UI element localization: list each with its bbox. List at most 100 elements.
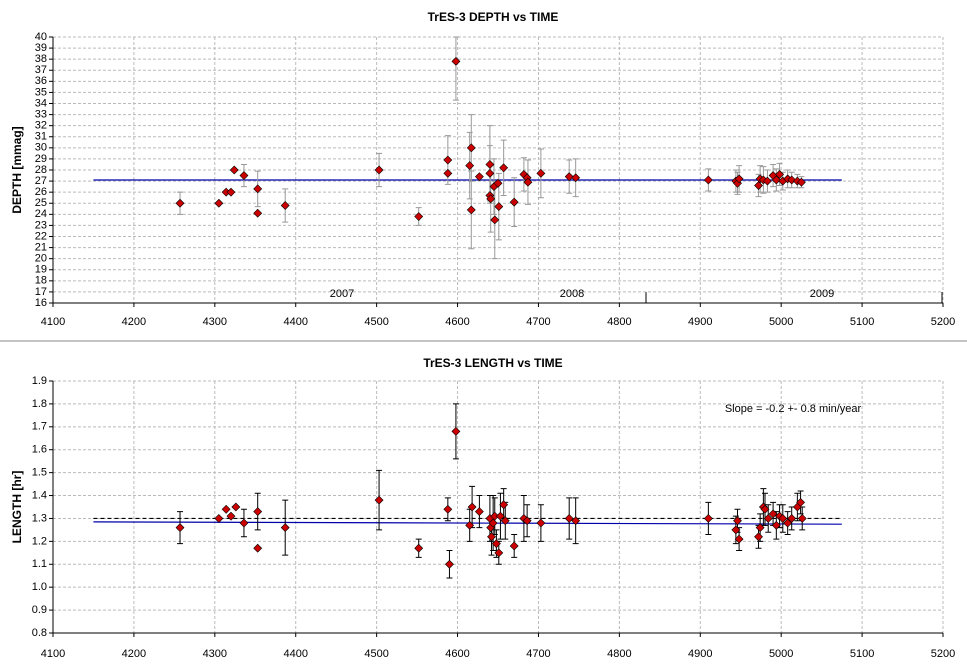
y-tick-label: 36 (35, 75, 47, 87)
point (493, 178, 503, 188)
point (485, 168, 495, 178)
point (239, 171, 249, 180)
point (509, 197, 519, 207)
point (221, 504, 231, 514)
point (414, 543, 424, 553)
point (214, 514, 224, 523)
point (488, 518, 498, 528)
point (451, 56, 461, 66)
point (494, 202, 504, 211)
point (465, 520, 475, 530)
y-tick-label: 1.6 (32, 444, 47, 456)
point (231, 502, 241, 512)
point (500, 516, 510, 526)
point (536, 518, 546, 528)
point (491, 539, 501, 549)
y-tick-label: 30 (35, 142, 47, 154)
y-tick-label: 19 (35, 264, 47, 276)
annotation: Slope = -0.2 +- 0.8 min/year (725, 403, 862, 415)
point (787, 514, 797, 523)
y-tick-label: 28 (35, 164, 47, 176)
x-tick-label: 4800 (607, 316, 631, 328)
point (280, 201, 290, 210)
x-tick-label: 5200 (931, 648, 955, 660)
point (731, 525, 741, 535)
point (496, 511, 505, 521)
point (771, 175, 781, 185)
point (175, 523, 185, 533)
point (443, 168, 453, 178)
x-tick-label: 4300 (203, 316, 227, 328)
y-axis-label: DEPTH [mmag] (10, 126, 24, 213)
point (522, 516, 532, 526)
point (487, 532, 496, 542)
x-tick-label: 4100 (41, 648, 65, 660)
point (253, 184, 263, 194)
point (775, 170, 784, 179)
point (755, 523, 765, 533)
point (226, 187, 236, 197)
y-tick-label: 1.9 (32, 375, 47, 387)
x-tick-label: 4900 (688, 316, 712, 328)
x-tick-label: 4500 (364, 316, 388, 328)
y-tick-label: 17 (35, 286, 47, 298)
x-tick-label: 4500 (364, 648, 388, 660)
y-axis-label: LENGTH [hr] (10, 471, 24, 544)
point (754, 532, 763, 542)
x-tick-label: 4200 (122, 648, 146, 660)
y-tick-label: 1.1 (32, 558, 47, 570)
point (523, 177, 533, 187)
x-tick-label: 4600 (445, 316, 469, 328)
x-tick-label: 4900 (688, 648, 712, 660)
point (760, 504, 770, 514)
y-tick-label: 32 (35, 120, 47, 132)
y-tick-label: 39 (35, 42, 47, 54)
y-tick-label: 38 (35, 53, 47, 65)
y-tick-label: 1.3 (32, 512, 47, 524)
x-tick-label: 5100 (850, 316, 874, 328)
point (536, 168, 546, 178)
x-tick-label: 4400 (283, 648, 307, 660)
y-tick-label: 37 (35, 64, 47, 76)
x-tick-label: 4800 (607, 648, 631, 660)
point (564, 172, 574, 182)
x-tick-label: 5000 (769, 648, 793, 660)
y-tick-label: 25 (35, 197, 47, 209)
point (763, 176, 772, 186)
point (797, 514, 807, 523)
point (214, 198, 224, 208)
point (763, 514, 773, 523)
point (253, 208, 263, 218)
point (571, 173, 581, 183)
point (443, 504, 453, 514)
y-tick-label: 26 (35, 186, 47, 198)
error-bar (452, 36, 459, 101)
point (443, 155, 453, 165)
annotation: 2007 (330, 288, 354, 300)
point (486, 194, 496, 204)
y-tick-label: 29 (35, 153, 47, 165)
y-tick-label: 1.2 (32, 535, 47, 547)
y-tick-label: 33 (35, 108, 47, 120)
point (280, 523, 290, 533)
x-tick-label: 5000 (769, 316, 793, 328)
point (175, 198, 185, 208)
y-tick-label: 1.8 (32, 398, 47, 410)
point (734, 174, 744, 184)
y-tick-label: 24 (35, 208, 47, 220)
point (490, 215, 500, 225)
point (374, 165, 384, 175)
x-tick-label: 5100 (850, 648, 874, 660)
x-tick-label: 4400 (283, 316, 307, 328)
x-tick-label: 4700 (526, 316, 550, 328)
point (703, 514, 713, 523)
x-tick-label: 5200 (931, 316, 955, 328)
x-tick-label: 4200 (122, 316, 146, 328)
point (734, 534, 744, 544)
point (229, 165, 239, 175)
point (703, 175, 713, 185)
point (414, 212, 424, 221)
x-tick-label: 4600 (445, 648, 469, 660)
